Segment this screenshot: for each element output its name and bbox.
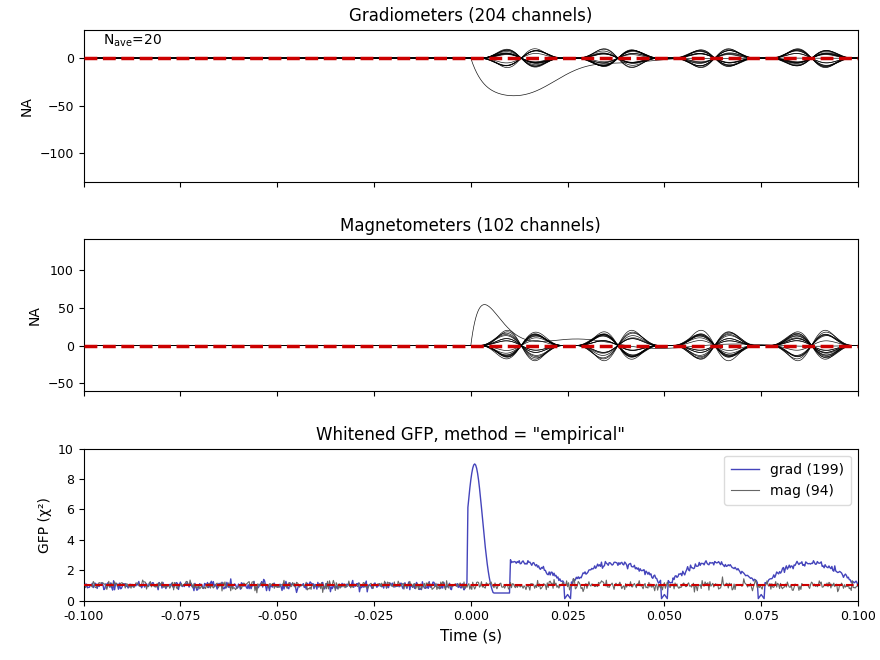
mag (94) [78, 583, 89, 591]
mag (94) [192, 585, 202, 593]
grad (199) [853, 582, 863, 590]
Y-axis label: GFP (χ²): GFP (χ²) [39, 497, 53, 552]
X-axis label: Time (s): Time (s) [440, 629, 502, 644]
mag (94) [717, 573, 728, 581]
mag (94) [183, 581, 194, 589]
mag (94) [847, 577, 857, 585]
grad (199) [560, 595, 570, 603]
grad (199) [282, 584, 293, 592]
grad (199) [469, 460, 480, 468]
mag (94) [431, 585, 442, 593]
Line: mag (94): mag (94) [84, 577, 858, 593]
Y-axis label: NA: NA [28, 305, 42, 325]
grad (199) [847, 578, 857, 585]
Title: Magnetometers (102 channels): Magnetometers (102 channels) [341, 217, 601, 235]
mag (94) [569, 576, 580, 583]
Y-axis label: NA: NA [20, 96, 34, 115]
Line: grad (199): grad (199) [84, 464, 858, 599]
grad (199) [78, 580, 89, 588]
grad (199) [192, 586, 202, 594]
grad (199) [183, 580, 194, 588]
grad (199) [570, 576, 581, 584]
mag (94) [853, 580, 863, 588]
Legend: grad (199), mag (94): grad (199), mag (94) [724, 455, 851, 504]
mag (94) [283, 579, 294, 587]
Title: Gradiometers (204 channels): Gradiometers (204 channels) [349, 7, 592, 25]
Text: N$_{\mathregular{ave}}$=20: N$_{\mathregular{ave}}$=20 [103, 32, 162, 49]
Title: Whitened GFP, method = "empirical": Whitened GFP, method = "empirical" [316, 426, 626, 444]
grad (199) [430, 581, 441, 589]
mag (94) [252, 589, 262, 597]
